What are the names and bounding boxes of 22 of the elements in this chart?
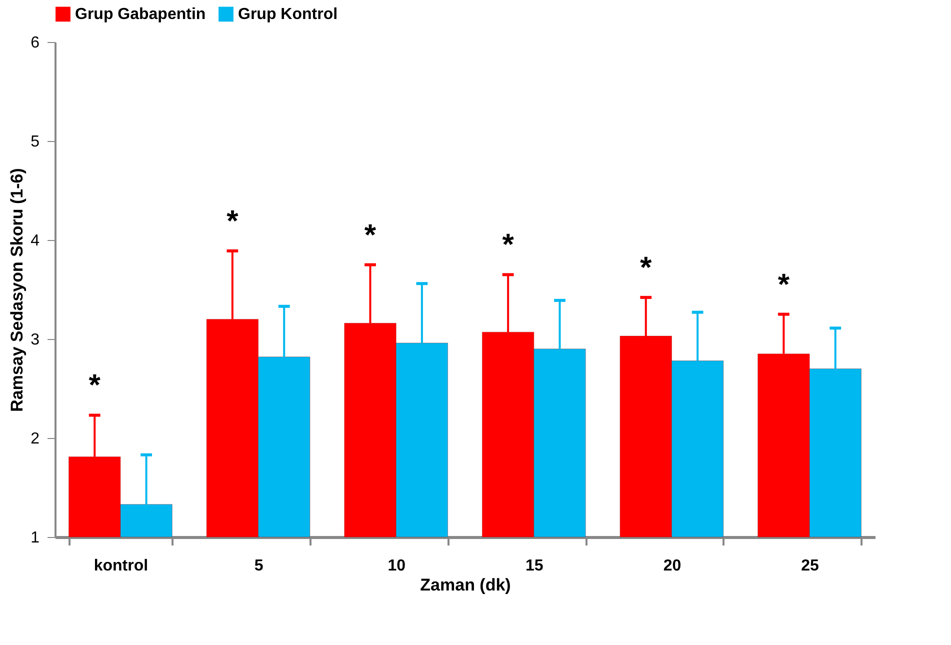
y-tick-label: 3	[30, 332, 40, 348]
x-axis-title: Zaman (dk)	[420, 576, 511, 594]
x-tick-label: 15	[526, 558, 544, 574]
x-tick-label: 5	[254, 558, 264, 574]
legend-label: Grup Gabapentin	[75, 6, 206, 24]
annotation: *	[88, 369, 101, 402]
x-tick-label: 25	[801, 558, 820, 574]
legend-label: Grup Kontrol	[238, 6, 338, 24]
annotation: *	[640, 251, 652, 284]
annotation: *	[364, 218, 376, 252]
annotation: *	[226, 204, 239, 238]
y-tick-label: 1	[30, 530, 40, 546]
x-tick-label: 10	[388, 558, 406, 574]
y-tick-label: 2	[30, 430, 40, 448]
y-axis-title: Ramsay Sedasyon Skoru (1-6)	[8, 168, 27, 412]
y-tick-label: 5	[30, 134, 40, 150]
x-tick-label: kontrol	[94, 558, 148, 574]
y-tick-label: 6	[30, 34, 40, 52]
annotation: *	[502, 228, 514, 262]
x-tick-label: 20	[663, 558, 682, 574]
annotation: *	[778, 268, 790, 302]
y-tick-label: 4	[30, 232, 40, 250]
